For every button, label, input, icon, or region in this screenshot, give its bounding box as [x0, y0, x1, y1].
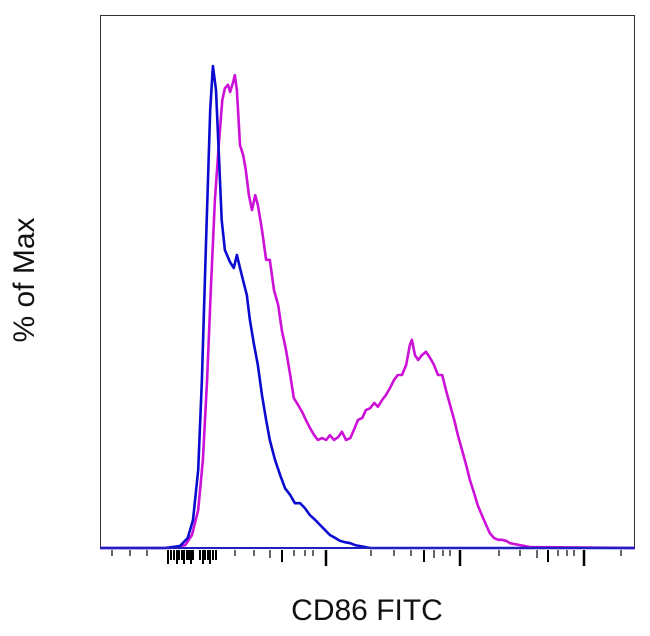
y-axis-label: % of Max [8, 217, 41, 342]
x-axis-ticks [111, 550, 622, 566]
histogram-series-2 [100, 73, 636, 550]
plot-frame [100, 15, 635, 549]
series-lines [100, 64, 636, 550]
histogram-series-1 [100, 64, 635, 550]
x-axis-label: CD86 FITC [291, 594, 443, 627]
